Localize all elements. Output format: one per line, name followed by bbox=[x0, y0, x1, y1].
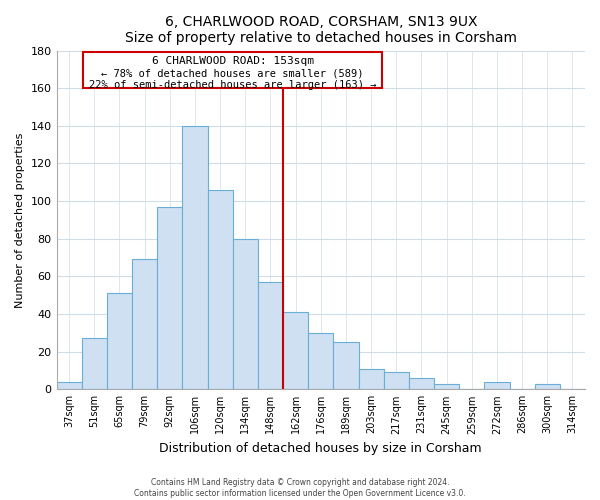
Text: Contains HM Land Registry data © Crown copyright and database right 2024.
Contai: Contains HM Land Registry data © Crown c… bbox=[134, 478, 466, 498]
Bar bbox=[82, 338, 107, 390]
Y-axis label: Number of detached properties: Number of detached properties bbox=[15, 132, 25, 308]
Bar bbox=[208, 190, 233, 390]
Bar bbox=[258, 282, 283, 390]
Text: ← 78% of detached houses are smaller (589): ← 78% of detached houses are smaller (58… bbox=[101, 68, 364, 78]
Text: 6 CHARLWOOD ROAD: 153sqm: 6 CHARLWOOD ROAD: 153sqm bbox=[152, 56, 314, 66]
Bar bbox=[182, 126, 208, 390]
Bar bbox=[233, 238, 258, 390]
Bar bbox=[157, 206, 182, 390]
Bar bbox=[107, 294, 132, 390]
Title: 6, CHARLWOOD ROAD, CORSHAM, SN13 9UX
Size of property relative to detached house: 6, CHARLWOOD ROAD, CORSHAM, SN13 9UX Siz… bbox=[125, 15, 517, 45]
Bar bbox=[359, 368, 383, 390]
Bar bbox=[409, 378, 434, 390]
Bar bbox=[308, 333, 334, 390]
Bar bbox=[535, 384, 560, 390]
Bar bbox=[434, 384, 459, 390]
FancyBboxPatch shape bbox=[83, 52, 382, 88]
Text: 22% of semi-detached houses are larger (163) →: 22% of semi-detached houses are larger (… bbox=[89, 80, 376, 90]
Bar bbox=[132, 260, 157, 390]
Bar bbox=[334, 342, 359, 390]
Bar bbox=[283, 312, 308, 390]
Bar bbox=[484, 382, 509, 390]
Bar bbox=[56, 382, 82, 390]
X-axis label: Distribution of detached houses by size in Corsham: Distribution of detached houses by size … bbox=[160, 442, 482, 455]
Bar bbox=[383, 372, 409, 390]
